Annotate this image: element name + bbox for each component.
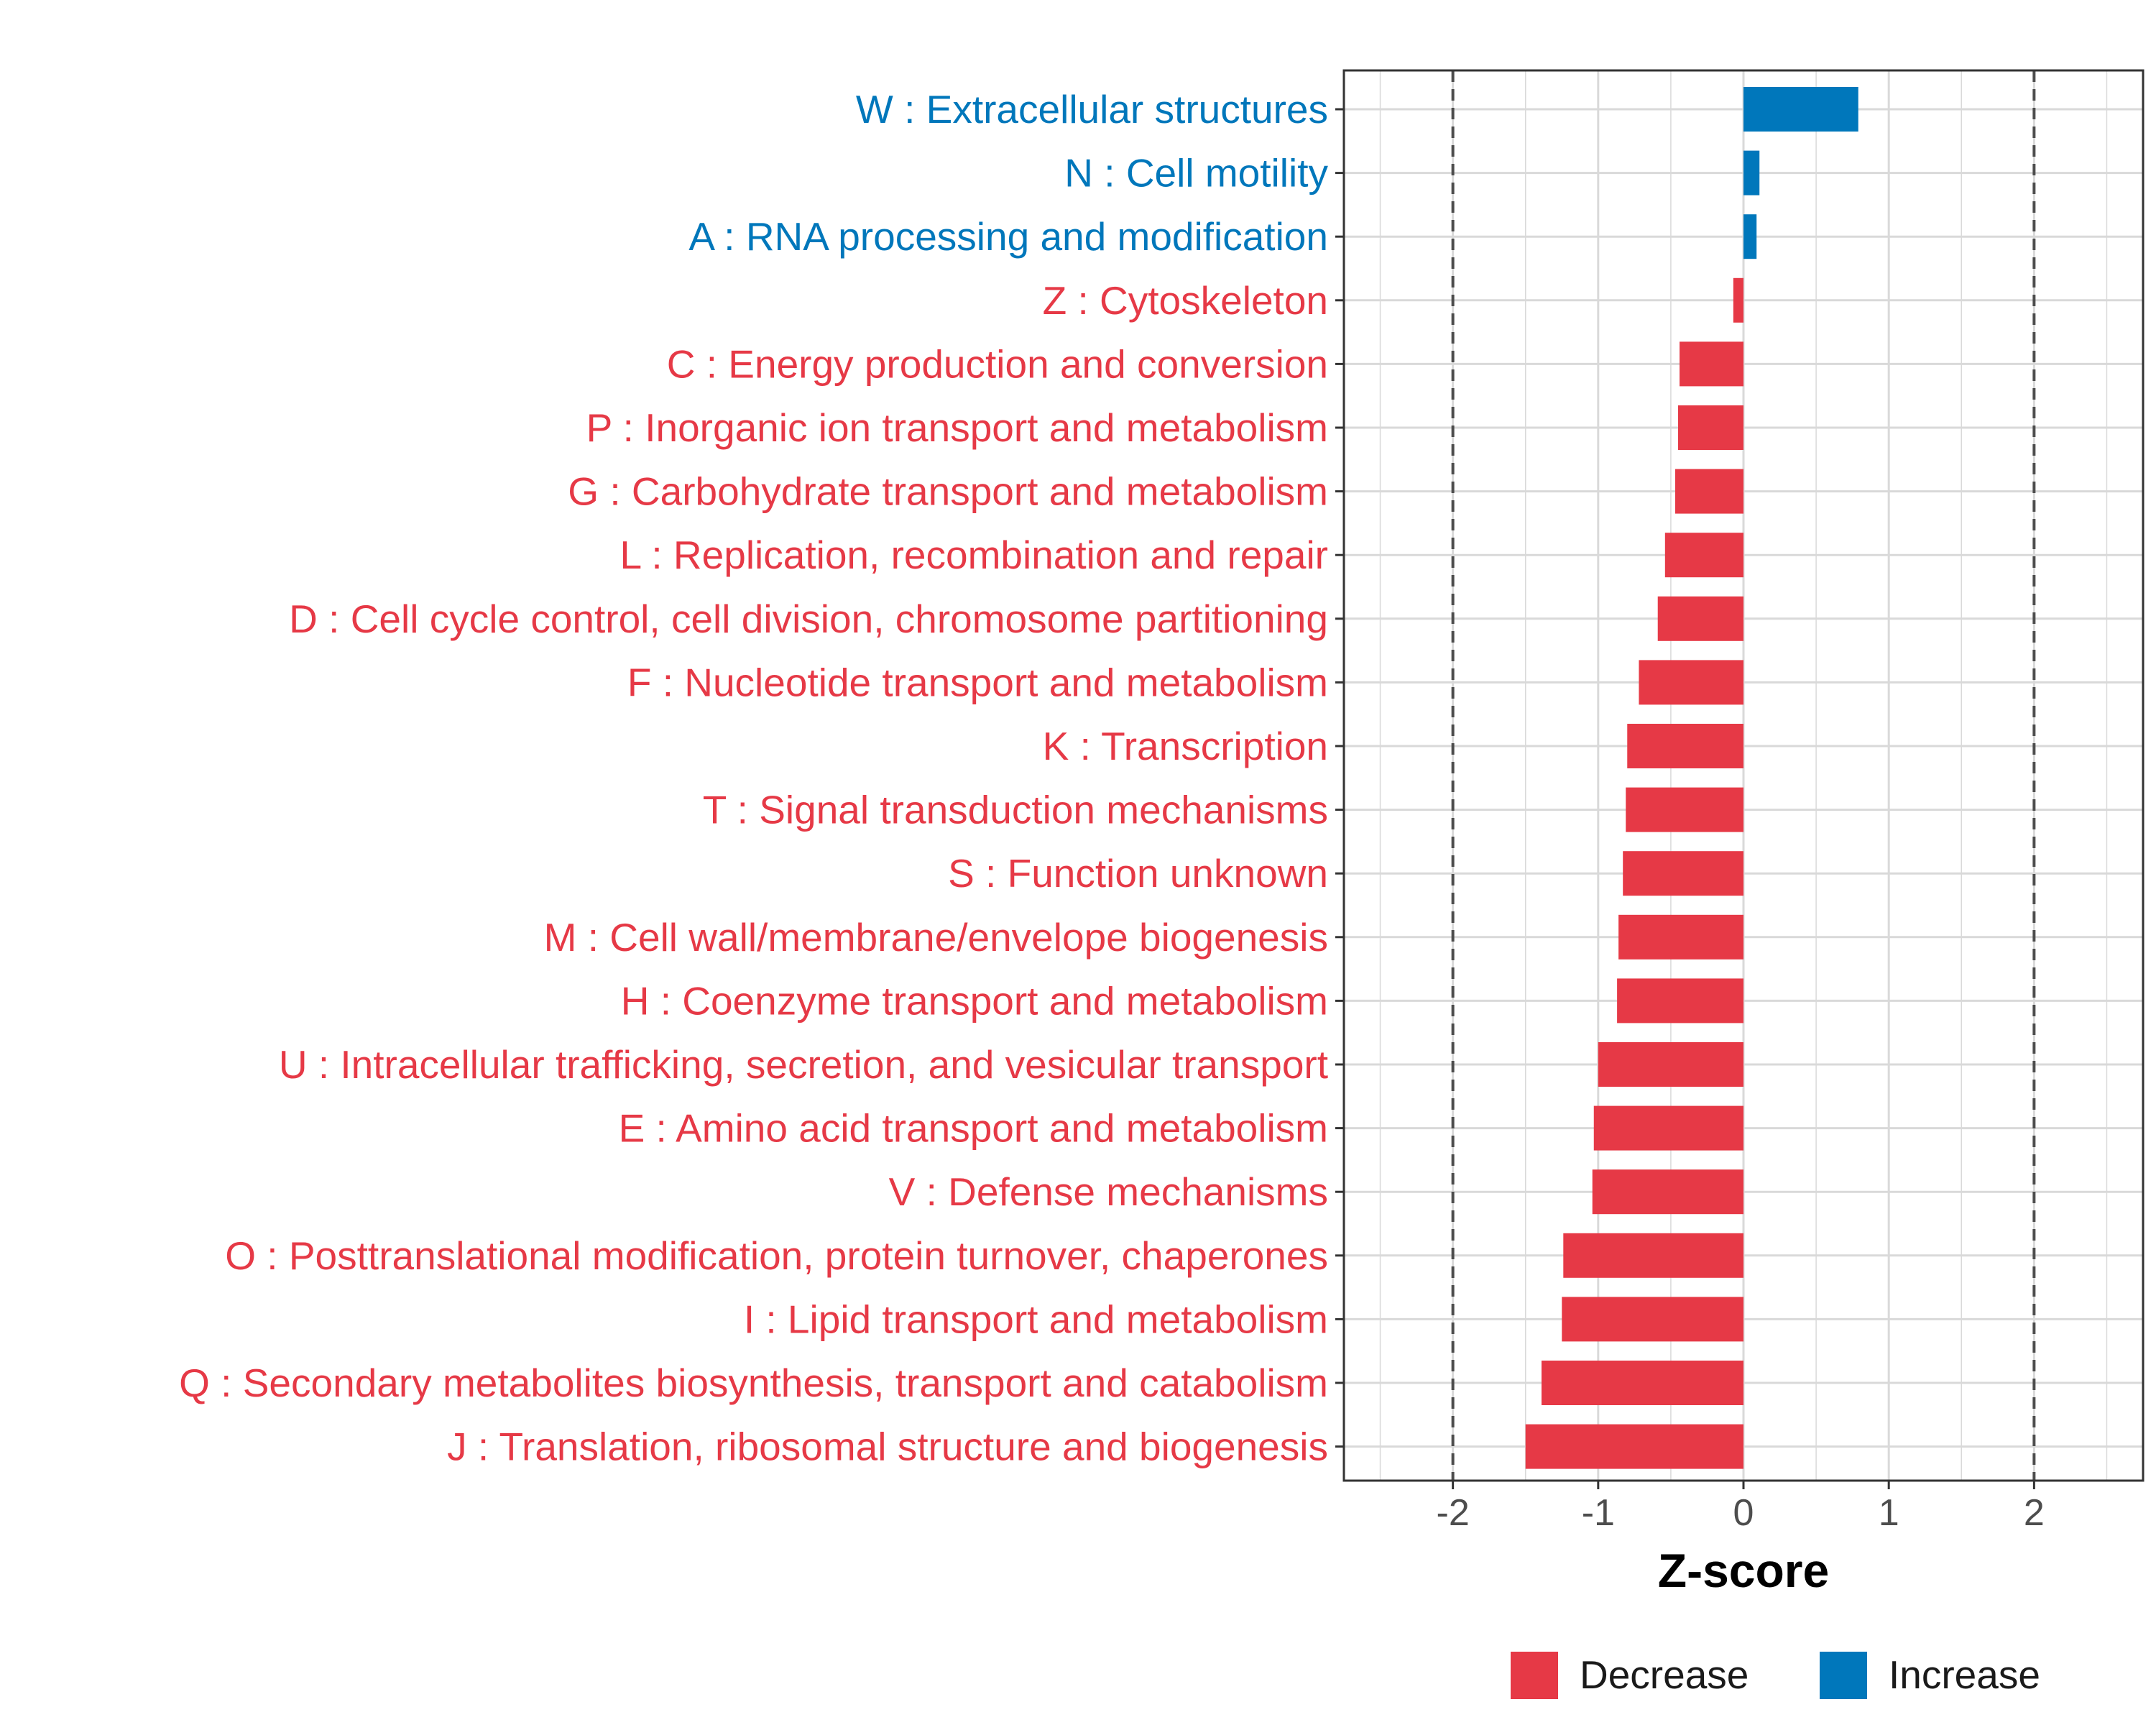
bar-q: [1541, 1361, 1743, 1405]
bar-j: [1525, 1424, 1743, 1469]
category-label: S : Function unknown: [948, 851, 1328, 896]
category-label: I : Lipid transport and metabolism: [744, 1297, 1328, 1341]
legend-label-increase: Increase: [1889, 1652, 2040, 1697]
category-label: W : Extracellular structures: [856, 87, 1328, 132]
category-label: A : RNA processing and modification: [688, 214, 1328, 259]
bar-l: [1664, 533, 1743, 578]
category-label: D : Cell cycle control, cell division, c…: [289, 597, 1328, 641]
category-label: L : Replication, recombination and repai…: [620, 533, 1328, 577]
legend: Decrease Increase: [1511, 1652, 2040, 1699]
bar-u: [1598, 1042, 1743, 1087]
x-tick-label: -1: [1582, 1492, 1615, 1534]
bar-c: [1680, 341, 1743, 387]
category-label: U : Intracellular trafficking, secretion…: [279, 1042, 1328, 1087]
bar-d: [1657, 596, 1743, 641]
bar-t: [1626, 787, 1743, 832]
bar-k: [1627, 724, 1743, 768]
bar-a: [1743, 214, 1757, 259]
legend-swatch-decrease: [1511, 1652, 1558, 1699]
bar-i: [1562, 1297, 1743, 1342]
x-axis-title: Z-score: [1658, 1544, 1829, 1597]
ticks-layer: -2 -1 0 1 2: [1335, 108, 2045, 1534]
bar-s: [1623, 851, 1743, 896]
category-label: E : Amino acid transport and metabolism: [619, 1106, 1328, 1151]
category-label: C : Energy production and conversion: [667, 341, 1328, 386]
category-label: Q : Secondary metabolites biosynthesis, …: [179, 1361, 1328, 1405]
category-label: Z : Cytoskeleton: [1043, 278, 1328, 323]
category-label: K : Transcription: [1043, 724, 1328, 768]
bar-p: [1678, 405, 1743, 450]
category-labels: W : Extracellular structures N : Cell mot…: [179, 87, 1328, 1469]
x-tick-label: 2: [2024, 1492, 2045, 1534]
category-label: H : Coenzyme transport and metabolism: [621, 978, 1328, 1023]
category-label: V : Defense mechanisms: [889, 1169, 1328, 1214]
x-tick-label: 1: [1879, 1492, 1899, 1534]
bar-h: [1617, 978, 1743, 1024]
category-label: N : Cell motility: [1064, 151, 1328, 196]
bar-e: [1593, 1105, 1743, 1151]
bar-v: [1592, 1169, 1743, 1215]
legend-label-decrease: Decrease: [1580, 1652, 1749, 1697]
category-label: F : Nucleotide transport and metabolism: [627, 660, 1328, 704]
x-tick-label: 0: [1733, 1492, 1754, 1534]
bar-o: [1563, 1233, 1743, 1278]
legend-swatch-increase: [1820, 1652, 1867, 1699]
bar-n: [1743, 150, 1760, 196]
bars-layer: [1525, 87, 1858, 1469]
reference-lines-layer: [1451, 70, 2036, 1481]
category-label: G : Carbohydrate transport and metabolis…: [568, 469, 1328, 514]
x-tick-label: -2: [1437, 1492, 1470, 1534]
category-label: O : Posttranslational modification, prot…: [225, 1233, 1328, 1278]
bar-f: [1639, 660, 1743, 705]
bar-g: [1674, 469, 1743, 514]
bar-z: [1733, 277, 1743, 323]
bar-w: [1743, 87, 1858, 132]
category-label: T : Signal transduction mechanisms: [703, 788, 1328, 832]
category-label: M : Cell wall/membrane/envelope biogenes…: [544, 915, 1328, 960]
category-label: J : Translation, ribosomal structure and…: [447, 1425, 1328, 1469]
bar-m: [1618, 914, 1743, 960]
category-label: P : Inorganic ion transport and metaboli…: [586, 405, 1328, 450]
